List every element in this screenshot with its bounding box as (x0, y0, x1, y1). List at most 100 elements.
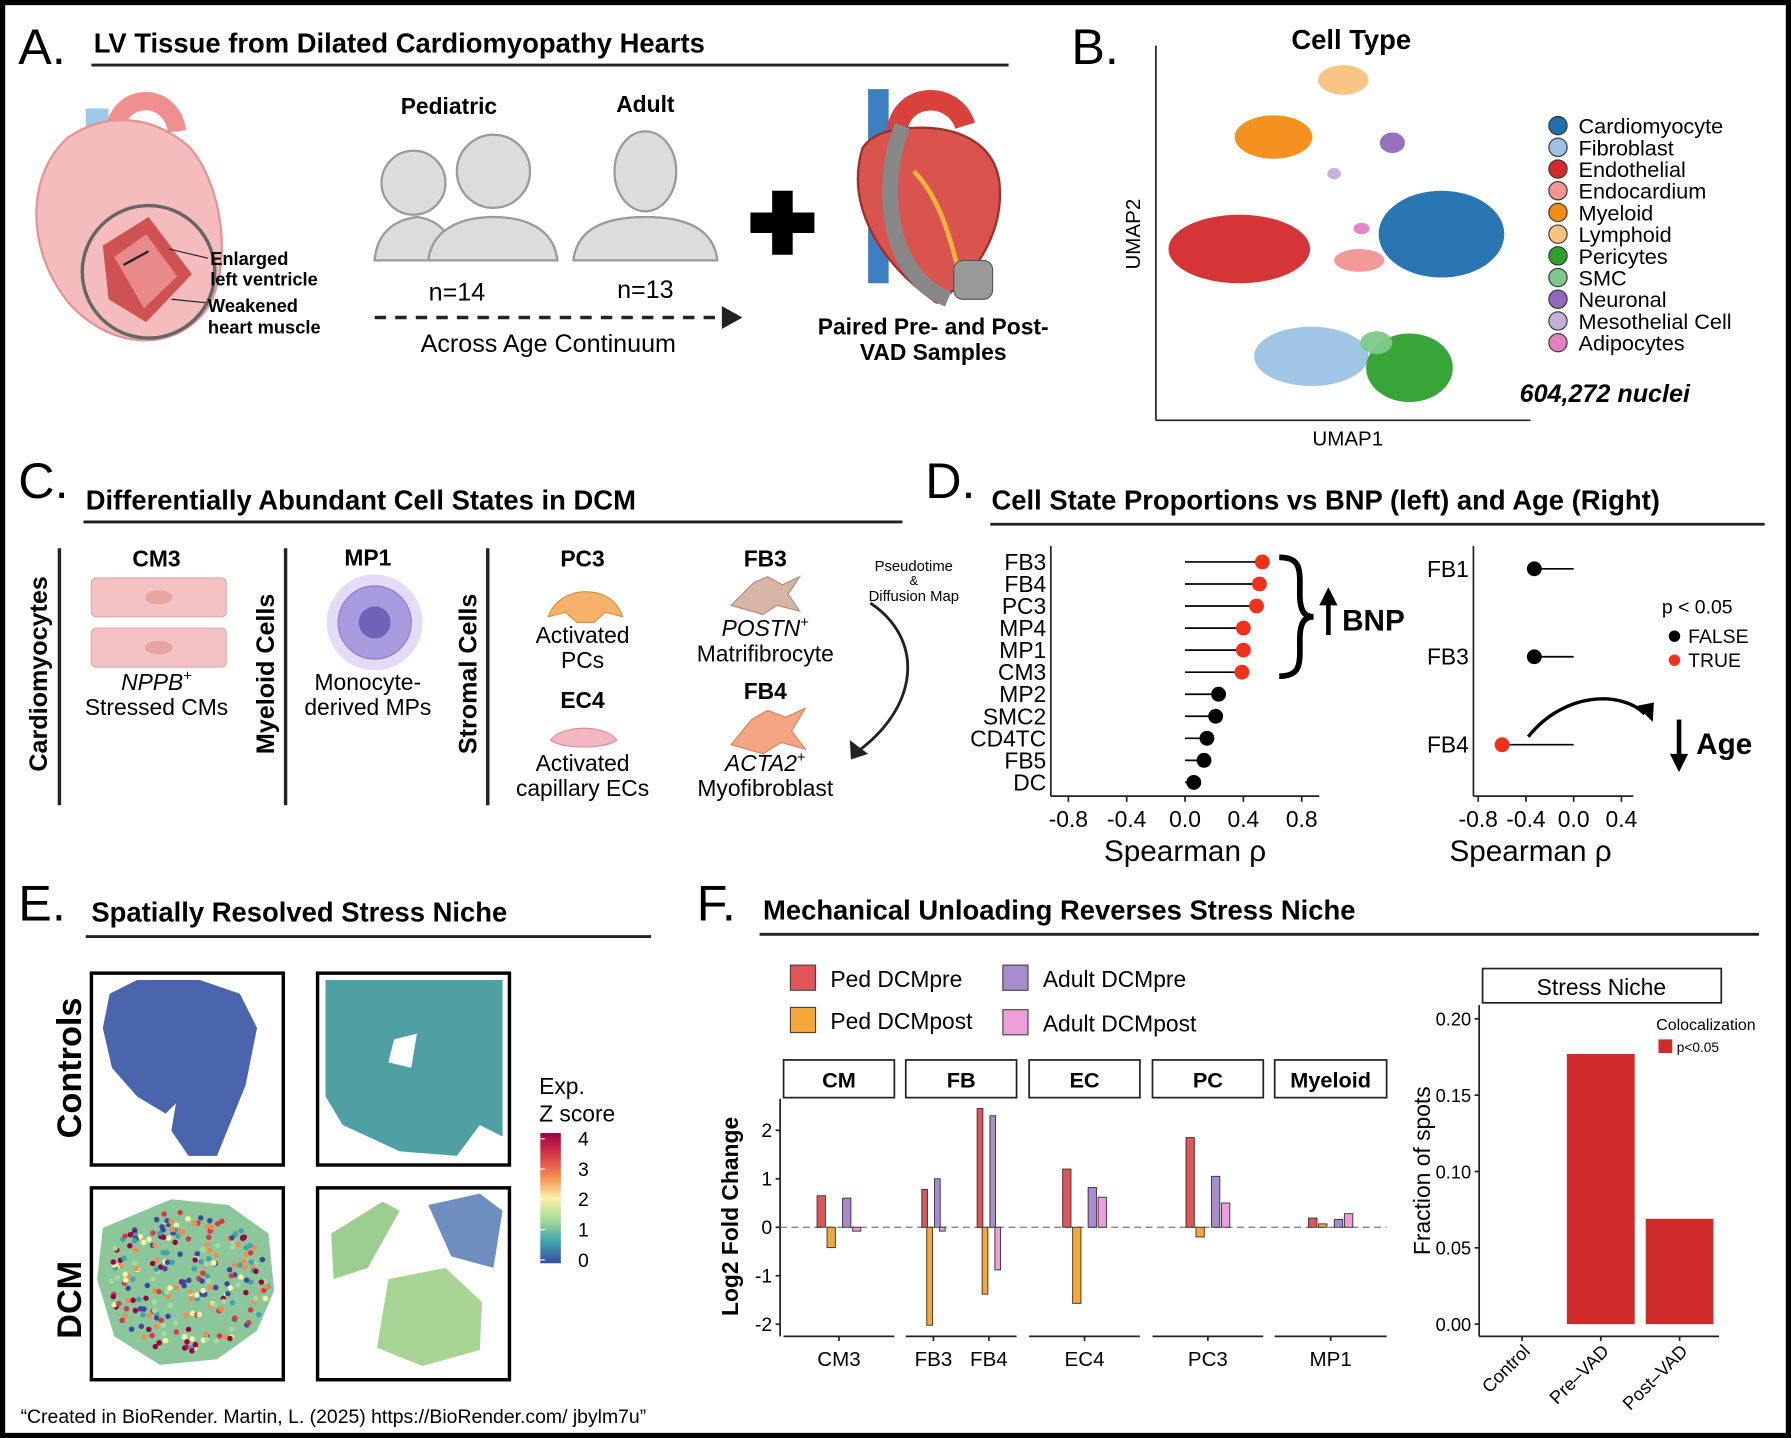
nucleus (145, 640, 173, 655)
bar (1185, 1137, 1195, 1228)
spot (252, 1295, 259, 1302)
spot (153, 1315, 160, 1321)
dot (1494, 737, 1510, 753)
legend-title: p < 0.05 (1662, 596, 1733, 618)
spot (177, 1228, 184, 1234)
leader (168, 248, 209, 259)
legend-label: Ped DCMpost (830, 1008, 973, 1034)
gene-label: NPPB+ (121, 669, 192, 695)
spot (173, 1320, 179, 1327)
spot (108, 1278, 115, 1284)
dot (1196, 752, 1212, 768)
spot (125, 1285, 131, 1292)
cluster (1254, 326, 1369, 387)
spot (143, 1295, 149, 1301)
y-tick-label: -2 (755, 1314, 772, 1336)
panel-label: A. (18, 19, 65, 75)
panel-title: Mechanical Unloading Reverses Stress Nic… (763, 894, 1356, 925)
facet-strip (782, 1059, 896, 1099)
cluster (1234, 115, 1313, 159)
spot (146, 1326, 152, 1333)
x-tick-label: PC3 (1188, 1348, 1228, 1371)
x-tick-label: 0.0 (1169, 806, 1201, 832)
y-tick-label: 0.10 (1436, 1161, 1472, 1182)
dot (1235, 620, 1251, 636)
brace (1279, 554, 1314, 680)
people (373, 130, 719, 262)
panel-label: E. (18, 876, 65, 932)
legend-label: Endothelial (1579, 157, 1686, 182)
tissue (325, 979, 503, 1156)
spot (227, 1285, 234, 1291)
facet-strip (1481, 967, 1723, 1004)
y-tick-label: CM3 (998, 659, 1046, 685)
spot (140, 1334, 147, 1340)
spot (131, 1260, 138, 1266)
y-tick-label: DC (1013, 769, 1046, 795)
facet-strip (1028, 1059, 1141, 1099)
spot (173, 1222, 180, 1228)
legend-swatch (1002, 964, 1029, 991)
spot (137, 1233, 144, 1240)
spot (187, 1288, 194, 1295)
dot (1526, 649, 1542, 665)
spot (153, 1266, 160, 1272)
state-desc: Monocyte- (315, 669, 422, 695)
panel-title: Cell State Proportions vs BNP (left) and… (991, 484, 1659, 515)
spot (151, 1307, 158, 1314)
spot (167, 1285, 173, 1291)
axis-label: UMAP2 (1122, 199, 1145, 270)
dot (1526, 561, 1542, 577)
legend-swatch (1548, 267, 1568, 288)
aorta (886, 90, 975, 139)
spot (189, 1310, 196, 1317)
spot (189, 1336, 195, 1342)
spot (218, 1306, 224, 1312)
cluster (1327, 167, 1341, 180)
spot (255, 1312, 262, 1318)
spot (165, 1235, 172, 1241)
spot (262, 1295, 269, 1302)
dot (1249, 598, 1264, 614)
spot (211, 1301, 218, 1308)
group-label: Cardiomyocytes (25, 576, 53, 771)
cluster (1168, 214, 1311, 284)
legend-swatch (1548, 311, 1568, 331)
spot (175, 1233, 181, 1239)
spot (112, 1245, 119, 1251)
facet-label: PC (1193, 1067, 1223, 1092)
spot (156, 1340, 162, 1346)
ventricle-inner (114, 234, 178, 309)
bar (1343, 1213, 1354, 1228)
cluster (1353, 222, 1370, 235)
bar (1062, 1168, 1072, 1228)
spot (238, 1274, 244, 1280)
vad-label: Paired Pre- and Post- (818, 314, 1049, 340)
cluster (1366, 333, 1453, 403)
spot (138, 1323, 145, 1330)
section-frame (315, 1186, 512, 1382)
y-tick-label: FB5 (1004, 747, 1046, 773)
spot (228, 1272, 235, 1279)
legend-title: Colocalization (1656, 1017, 1756, 1034)
state-name: MP1 (344, 544, 391, 570)
spot (243, 1277, 250, 1283)
spot (167, 1302, 174, 1309)
spot (136, 1296, 142, 1303)
arrow-head (1669, 753, 1689, 773)
spot (173, 1285, 180, 1291)
dot (1234, 664, 1250, 680)
legend-swatch (1548, 246, 1568, 266)
panel-label: D. (925, 453, 975, 509)
spot (200, 1287, 206, 1294)
arrow-head (721, 306, 743, 329)
spot (231, 1262, 238, 1268)
legend-swatch (1668, 654, 1681, 666)
spot (132, 1238, 138, 1244)
spot (192, 1341, 199, 1348)
state-desc: Activated (536, 622, 630, 648)
spot (206, 1247, 213, 1254)
leader (171, 298, 206, 304)
panel-title: Differentially Abundant Cell States in D… (86, 484, 636, 515)
arrow-label: Diffusion Map (869, 589, 959, 605)
